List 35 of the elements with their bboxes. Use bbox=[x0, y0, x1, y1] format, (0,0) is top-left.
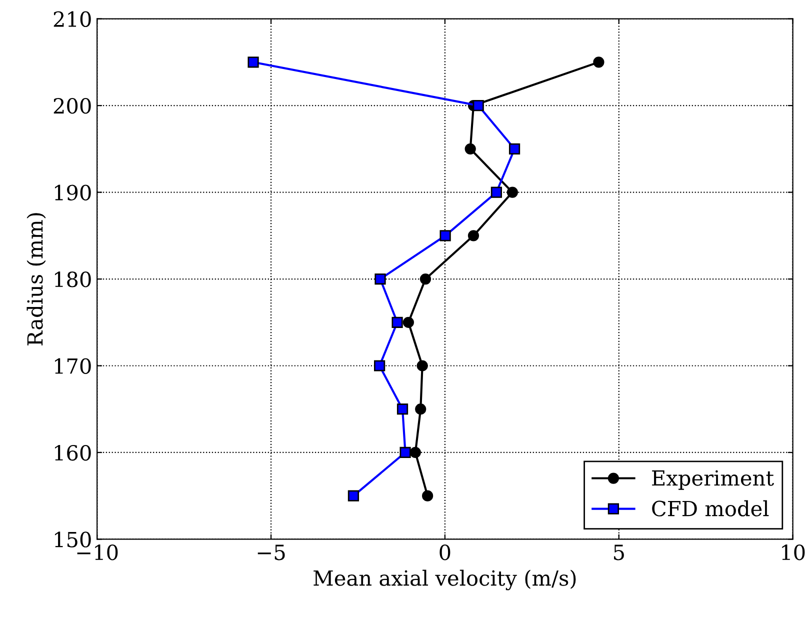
point bbox=[468, 230, 480, 242]
point bbox=[348, 490, 360, 502]
point bbox=[396, 404, 408, 415]
point bbox=[392, 316, 403, 328]
point bbox=[374, 273, 386, 285]
x-tick-label: 10 bbox=[782, 544, 805, 560]
point bbox=[440, 230, 451, 242]
x-tick-label: 5 bbox=[614, 544, 624, 560]
point bbox=[420, 273, 432, 285]
legend-label: Experiment bbox=[652, 470, 774, 490]
y-tick-label: 210 bbox=[54, 11, 91, 28]
point bbox=[490, 186, 502, 198]
y-tick-label: 200 bbox=[54, 98, 91, 114]
x-tick-label: 0 bbox=[440, 544, 450, 560]
point bbox=[402, 316, 414, 328]
x-tick-label: −5 bbox=[258, 544, 285, 560]
y-tick-label: 170 bbox=[54, 358, 91, 374]
point bbox=[374, 360, 386, 372]
y-axis-title: Radius (mm) bbox=[26, 213, 46, 346]
point bbox=[415, 404, 426, 415]
y-tick-label: 190 bbox=[54, 184, 91, 200]
point bbox=[508, 143, 520, 154]
y-tick-label: 160 bbox=[54, 444, 91, 461]
legend-label: CFD model bbox=[652, 500, 769, 516]
y-tick-label: 180 bbox=[54, 271, 91, 288]
point bbox=[410, 446, 421, 458]
point bbox=[416, 360, 428, 372]
point bbox=[472, 100, 484, 112]
point bbox=[248, 56, 259, 68]
point bbox=[400, 446, 411, 458]
x-axis-title: Mean axial velocity (m/s) bbox=[314, 570, 576, 590]
point bbox=[422, 490, 434, 502]
point bbox=[464, 143, 476, 154]
point bbox=[506, 186, 518, 198]
point bbox=[593, 56, 604, 68]
